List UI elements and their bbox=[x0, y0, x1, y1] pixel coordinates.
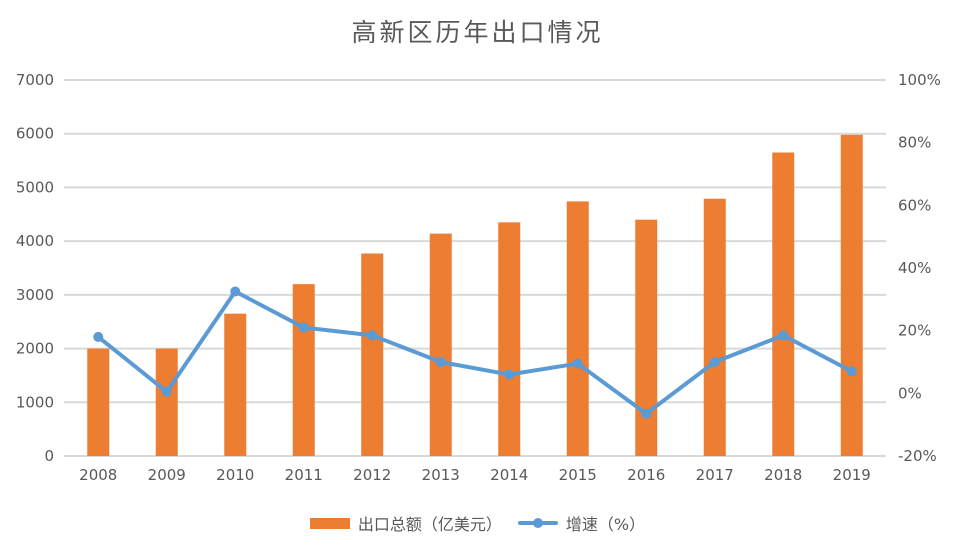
left-axis-label-7000: 7000 bbox=[16, 71, 54, 89]
growth-point-2016 bbox=[641, 408, 652, 419]
left-axis-label-5000: 5000 bbox=[16, 178, 54, 196]
bar-2011 bbox=[292, 284, 315, 456]
bar-2012 bbox=[361, 253, 384, 456]
x-axis-label-2011: 2011 bbox=[285, 466, 323, 484]
legend-label-exports: 出口总额（亿美元） bbox=[357, 515, 502, 534]
bar-2013 bbox=[429, 233, 452, 456]
line-swatch-marker bbox=[532, 518, 543, 528]
line-series-swatch-icon bbox=[517, 517, 558, 529]
legend-label-growth: 增速（%） bbox=[565, 515, 646, 534]
growth-line bbox=[96, 289, 854, 416]
bar-2018 bbox=[772, 152, 795, 456]
left-axis-label-3000: 3000 bbox=[16, 286, 54, 304]
right-axis-label-20%: 20% bbox=[898, 322, 931, 340]
x-axis-label-2012: 2012 bbox=[353, 466, 391, 484]
growth-point-2008 bbox=[93, 331, 104, 342]
growth-point-2010 bbox=[230, 286, 241, 297]
left-axis-label-2000: 2000 bbox=[16, 340, 54, 358]
growth-point-2011 bbox=[298, 322, 309, 333]
x-axis-label-2013: 2013 bbox=[422, 466, 460, 484]
bar-2016 bbox=[635, 219, 658, 456]
bar-2010 bbox=[224, 313, 247, 456]
growth-point-2019 bbox=[846, 366, 857, 377]
left-axis-label-4000: 4000 bbox=[16, 232, 54, 250]
growth-point-2013 bbox=[435, 357, 446, 367]
right-axis-label-80%: 80% bbox=[898, 134, 931, 152]
growth-point-2014 bbox=[504, 369, 515, 380]
bar-2015 bbox=[566, 201, 589, 456]
x-axis-label-2017: 2017 bbox=[696, 466, 734, 484]
right-axis-label-100%: 100% bbox=[898, 71, 941, 89]
growth-point-2009 bbox=[161, 386, 172, 397]
right-axis-label-40%: 40% bbox=[898, 259, 931, 277]
legend-item-exports: 出口总额（亿美元） bbox=[309, 511, 502, 535]
bar-2008 bbox=[87, 348, 110, 456]
legend-item-growth: 增速（%） bbox=[517, 511, 646, 535]
growth-point-2012 bbox=[367, 330, 378, 341]
left-axis-label-1000: 1000 bbox=[16, 393, 54, 411]
x-axis-label-2015: 2015 bbox=[559, 466, 597, 484]
bar-2017 bbox=[703, 198, 726, 457]
chart-title: 高新区历年出口情况 bbox=[351, 18, 604, 47]
right-axis-label-60%: 60% bbox=[898, 196, 931, 214]
x-axis-label-2014: 2014 bbox=[490, 466, 528, 484]
x-axis-label-2008: 2008 bbox=[79, 466, 117, 484]
bar-2014 bbox=[498, 222, 521, 456]
x-axis-label-2010: 2010 bbox=[216, 466, 254, 484]
legend: 出口总额（亿美元） 增速（%） bbox=[0, 511, 955, 535]
bar-2019 bbox=[840, 134, 863, 456]
x-axis-label-2018: 2018 bbox=[764, 466, 802, 484]
x-axis-label-2009: 2009 bbox=[148, 466, 186, 484]
x-axis-label-2019: 2019 bbox=[833, 466, 871, 484]
left-axis-label-6000: 6000 bbox=[16, 125, 54, 143]
growth-point-2017 bbox=[709, 357, 720, 367]
growth-point-2015 bbox=[572, 358, 583, 369]
bar-2009 bbox=[155, 348, 178, 456]
right-axis-label-0%: 0% bbox=[898, 384, 922, 402]
bar-series-swatch-icon bbox=[309, 517, 350, 529]
growth-point-2018 bbox=[778, 330, 789, 341]
x-axis-label-2016: 2016 bbox=[627, 466, 665, 484]
right-axis-label--20%: -20% bbox=[898, 447, 937, 465]
left-axis-label-0: 0 bbox=[44, 447, 54, 465]
